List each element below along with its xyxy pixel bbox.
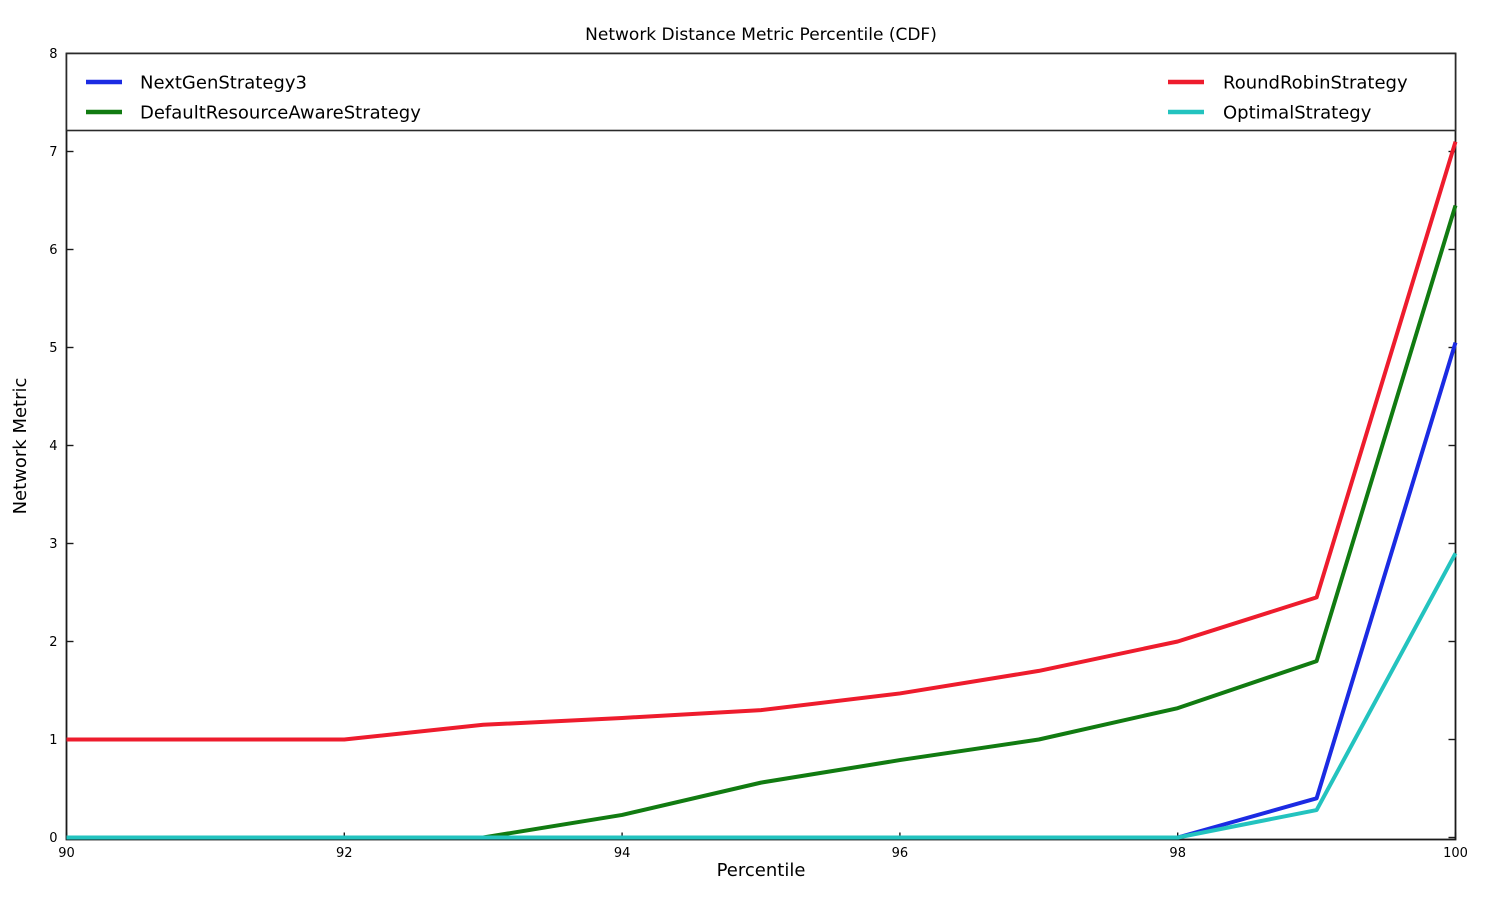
series-line-NextGenStrategy3 [66, 342, 1458, 840]
y-axis-label: Network Metric [10, 377, 31, 515]
legend-label-RoundRobinStrategy: RoundRobinStrategy [1223, 73, 1408, 94]
series-line-RoundRobinStrategy [66, 141, 1458, 742]
legend-label-NextGenStrategy3: NextGenStrategy3 [140, 73, 307, 94]
chart-title: Network Distance Metric Percentile (CDF) [585, 25, 937, 45]
series-line-OptimalStrategy [66, 552, 1458, 840]
y-tick-label: 7 [49, 145, 57, 160]
y-tick-label: 4 [49, 439, 57, 454]
x-tick-label: 92 [336, 846, 353, 861]
x-tick-label: 98 [1169, 846, 1186, 861]
x-tick-label: 96 [892, 846, 909, 861]
y-tick-label: 5 [49, 341, 57, 356]
y-tick-label: 1 [49, 733, 57, 748]
legend-label-DefaultResourceAwareStrategy: DefaultResourceAwareStrategy [140, 103, 421, 124]
legend-box [65, 52, 1457, 132]
x-tick-label: 94 [614, 846, 631, 861]
axes-frame [65, 52, 1457, 841]
y-tick-label: 8 [49, 47, 57, 62]
y-tick-label: 0 [49, 831, 57, 846]
y-tick-label: 2 [49, 635, 57, 650]
x-tick-label: 100 [1443, 846, 1468, 861]
series-line-DefaultResourceAwareStrategy [66, 204, 1458, 840]
x-tick-label: 90 [58, 846, 75, 861]
legend-label-OptimalStrategy: OptimalStrategy [1223, 103, 1372, 124]
x-axis-label: Percentile [716, 860, 806, 881]
y-tick-label: 3 [49, 537, 57, 552]
y-tick-label: 6 [49, 243, 57, 258]
